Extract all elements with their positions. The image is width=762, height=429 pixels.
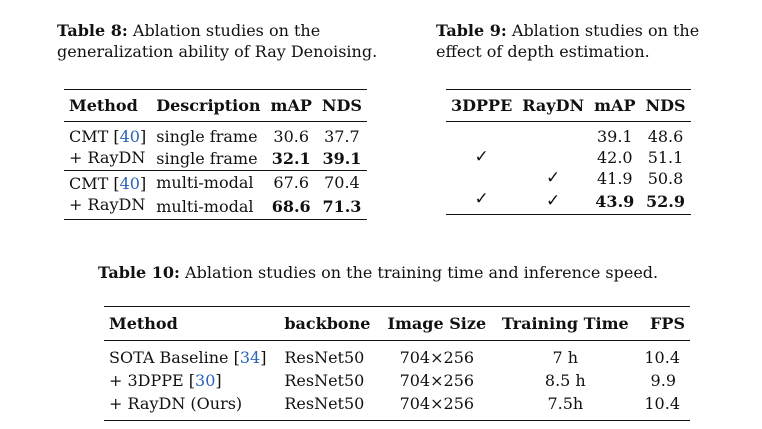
nds-cell: 50.8 xyxy=(647,169,684,188)
table8-header-nds: NDS xyxy=(321,96,362,115)
nds-cell: 71.3 xyxy=(322,197,362,216)
description-cell: single frame xyxy=(156,127,258,146)
table9-caption: Table 9: Ablation studies on the effect … xyxy=(436,20,748,62)
table10-caption-text: Ablation studies on the training time an… xyxy=(179,263,659,282)
training-time-cell: 7.5h xyxy=(547,394,584,413)
map-cell: 32.1 xyxy=(271,149,311,168)
table9-header-3dppe: 3DPPE xyxy=(451,96,513,115)
table-row: + 3DPPE [30] ResNet50 704×256 8.5 h 9.9 xyxy=(104,368,690,391)
table10-header-fps: FPS xyxy=(650,314,685,333)
backbone-cell: ResNet50 xyxy=(284,394,365,413)
map-cell: 68.6 xyxy=(271,197,311,216)
citation-link[interactable]: 40 xyxy=(119,174,140,193)
description-cell: multi-modal xyxy=(156,173,254,192)
table-row: + RayDN multi-modal 68.6 71.3 xyxy=(64,194,367,220)
table-row: ✓ ✓ 43.9 52.9 xyxy=(446,189,691,215)
image-size-cell: 704×256 xyxy=(399,371,475,390)
image-size-cell: 704×256 xyxy=(399,348,475,367)
method-cell: + 3DPPE [30] xyxy=(109,371,222,390)
method-cell: + RayDN xyxy=(69,148,146,167)
map-cell: 39.1 xyxy=(596,127,633,146)
training-time-cell: 7 h xyxy=(552,348,579,367)
table9-header-row: 3DPPE RayDN mAP NDS xyxy=(446,89,691,122)
map-cell: 42.0 xyxy=(596,148,633,167)
table9-caption-text: Ablation studies on the effect of depth … xyxy=(436,21,700,61)
table-row: CMT [40] multi-modal 67.6 70.4 xyxy=(64,170,367,195)
map-cell: 30.6 xyxy=(273,127,310,146)
table10-label: Table 10: xyxy=(98,263,180,282)
table-row: ✓ 42.0 51.1 xyxy=(446,147,691,168)
table8: Method Description mAP NDS CMT [40] sing… xyxy=(64,89,367,220)
method-cell: CMT [40] xyxy=(69,127,147,146)
nds-cell: 51.1 xyxy=(647,148,684,167)
table9: 3DPPE RayDN mAP NDS 39.1 48.6 ✓ 42.0 51.… xyxy=(446,89,691,215)
table10-header-backbone: backbone xyxy=(284,314,371,333)
nds-cell: 48.6 xyxy=(647,127,684,146)
method-cell: SOTA Baseline [34] xyxy=(109,348,267,367)
table8-header-description: Description xyxy=(156,96,261,115)
nds-cell: 37.7 xyxy=(324,127,360,146)
image-size-cell: 704×256 xyxy=(399,394,475,413)
table10-header-image-size: Image Size xyxy=(387,314,487,333)
table10: Method backbone Image Size Training Time… xyxy=(104,306,690,421)
table9-header-map: mAP xyxy=(594,96,636,115)
map-cell: 41.9 xyxy=(596,169,633,188)
3dppe-cell xyxy=(446,122,517,148)
raydn-cell xyxy=(517,122,589,148)
checkmark-icon: ✓ xyxy=(474,189,489,209)
table10-header-method: Method xyxy=(109,314,178,333)
method-cell: + RayDN (Ours) xyxy=(109,394,243,413)
citation-link[interactable]: 30 xyxy=(195,371,216,390)
table-row: + RayDN single frame 32.1 39.1 xyxy=(64,147,367,171)
table-row: ✓ 41.9 50.8 xyxy=(446,168,691,189)
table-row: 39.1 48.6 xyxy=(446,121,691,148)
table8-header-row: Method Description mAP NDS xyxy=(64,89,367,122)
nds-cell: 70.4 xyxy=(324,173,360,192)
fps-cell: 10.4 xyxy=(644,394,680,413)
table-row: SOTA Baseline [34] ResNet50 704×256 7 h … xyxy=(104,340,690,369)
nds-cell: 39.1 xyxy=(322,149,362,168)
table9-label: Table 9: xyxy=(436,21,507,40)
table-row: + RayDN (Ours) ResNet50 704×256 7.5h 10.… xyxy=(104,391,690,421)
checkmark-icon: ✓ xyxy=(474,147,489,167)
table9-header-raydn: RayDN xyxy=(522,96,585,115)
map-cell: 67.6 xyxy=(273,173,310,192)
description-cell: multi-modal xyxy=(156,197,254,216)
table8-caption: Table 8: Ablation studies on the general… xyxy=(57,20,419,62)
table10-caption: Table 10: Ablation studies on the traini… xyxy=(98,262,658,283)
checkmark-icon: ✓ xyxy=(546,168,561,188)
method-cell: CMT [40] xyxy=(69,174,147,193)
citation-link[interactable]: 34 xyxy=(239,348,261,367)
raydn-cell xyxy=(517,147,589,168)
table10-header-row: Method backbone Image Size Training Time… xyxy=(104,306,690,341)
table10-header-training-time: Training Time xyxy=(501,314,629,333)
method-cell: + RayDN xyxy=(69,195,146,214)
checkmark-icon: ✓ xyxy=(546,191,561,211)
table-row: CMT [40] single frame 30.6 37.7 xyxy=(64,121,367,148)
table8-label: Table 8: xyxy=(57,21,128,40)
table8-header-method: Method xyxy=(69,96,138,115)
training-time-cell: 8.5 h xyxy=(544,371,586,390)
map-cell: 43.9 xyxy=(595,192,635,211)
description-cell: single frame xyxy=(156,149,258,168)
backbone-cell: ResNet50 xyxy=(284,371,365,390)
backbone-cell: ResNet50 xyxy=(284,348,365,367)
fps-cell: 9.9 xyxy=(650,371,676,390)
3dppe-cell xyxy=(446,168,517,189)
nds-cell: 52.9 xyxy=(646,192,685,211)
table9-header-nds: NDS xyxy=(645,96,686,115)
fps-cell: 10.4 xyxy=(644,348,680,367)
table8-caption-text: Ablation studies on the generalization a… xyxy=(57,21,378,61)
citation-link[interactable]: 40 xyxy=(119,127,140,146)
table8-header-map: mAP xyxy=(270,96,312,115)
